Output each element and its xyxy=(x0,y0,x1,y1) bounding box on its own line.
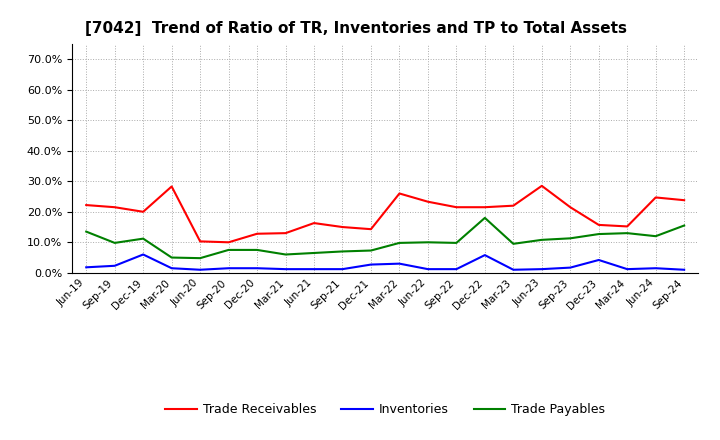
Inventories xyxy=(310,267,318,272)
Trade Receivables xyxy=(196,239,204,244)
Trade Receivables xyxy=(338,224,347,230)
Trade Receivables xyxy=(253,231,261,236)
Inventories xyxy=(423,267,432,272)
Trade Payables xyxy=(395,240,404,246)
Trade Payables xyxy=(310,250,318,256)
Trade Payables xyxy=(680,223,688,228)
Trade Receivables xyxy=(480,205,489,210)
Trade Receivables xyxy=(566,205,575,210)
Trade Payables xyxy=(82,229,91,234)
Trade Payables xyxy=(652,234,660,239)
Inventories xyxy=(452,267,461,272)
Trade Payables xyxy=(338,249,347,254)
Trade Receivables xyxy=(366,227,375,232)
Trade Receivables xyxy=(139,209,148,214)
Inventories xyxy=(82,265,91,270)
Line: Inventories: Inventories xyxy=(86,254,684,270)
Trade Payables xyxy=(253,247,261,253)
Trade Payables xyxy=(110,240,119,246)
Trade Payables xyxy=(537,237,546,242)
Text: [7042]  Trend of Ratio of TR, Inventories and TP to Total Assets: [7042] Trend of Ratio of TR, Inventories… xyxy=(84,21,626,36)
Trade Payables xyxy=(225,247,233,253)
Inventories xyxy=(595,257,603,263)
Trade Receivables xyxy=(395,191,404,196)
Trade Payables xyxy=(452,240,461,246)
Trade Receivables xyxy=(167,184,176,189)
Line: Trade Receivables: Trade Receivables xyxy=(86,186,684,242)
Trade Payables xyxy=(509,241,518,246)
Trade Receivables xyxy=(225,240,233,245)
Line: Trade Payables: Trade Payables xyxy=(86,218,684,258)
Trade Receivables xyxy=(623,224,631,229)
Inventories xyxy=(225,266,233,271)
Trade Payables xyxy=(139,236,148,241)
Trade Receivables xyxy=(423,199,432,204)
Inventories xyxy=(282,267,290,272)
Trade Payables xyxy=(480,215,489,220)
Inventories xyxy=(623,267,631,272)
Trade Receivables xyxy=(82,202,91,208)
Inventories xyxy=(366,262,375,267)
Inventories xyxy=(680,267,688,272)
Inventories xyxy=(196,267,204,272)
Inventories xyxy=(652,266,660,271)
Trade Payables xyxy=(366,248,375,253)
Trade Receivables xyxy=(652,195,660,200)
Inventories xyxy=(139,252,148,257)
Inventories xyxy=(537,267,546,272)
Inventories xyxy=(167,266,176,271)
Trade Payables xyxy=(282,252,290,257)
Trade Receivables xyxy=(537,183,546,188)
Inventories xyxy=(480,253,489,258)
Inventories xyxy=(338,267,347,272)
Trade Receivables xyxy=(680,198,688,203)
Trade Receivables xyxy=(452,205,461,210)
Inventories xyxy=(110,263,119,268)
Inventories xyxy=(253,266,261,271)
Inventories xyxy=(509,267,518,272)
Trade Payables xyxy=(423,240,432,245)
Trade Receivables xyxy=(509,203,518,208)
Trade Receivables xyxy=(595,222,603,227)
Trade Payables xyxy=(196,256,204,261)
Trade Payables xyxy=(595,231,603,237)
Inventories xyxy=(395,261,404,266)
Inventories xyxy=(566,265,575,270)
Trade Payables xyxy=(623,231,631,236)
Trade Payables xyxy=(167,255,176,260)
Trade Receivables xyxy=(310,220,318,226)
Trade Payables xyxy=(566,236,575,241)
Trade Receivables xyxy=(282,231,290,236)
Trade Receivables xyxy=(110,205,119,210)
Legend: Trade Receivables, Inventories, Trade Payables: Trade Receivables, Inventories, Trade Pa… xyxy=(161,398,610,421)
